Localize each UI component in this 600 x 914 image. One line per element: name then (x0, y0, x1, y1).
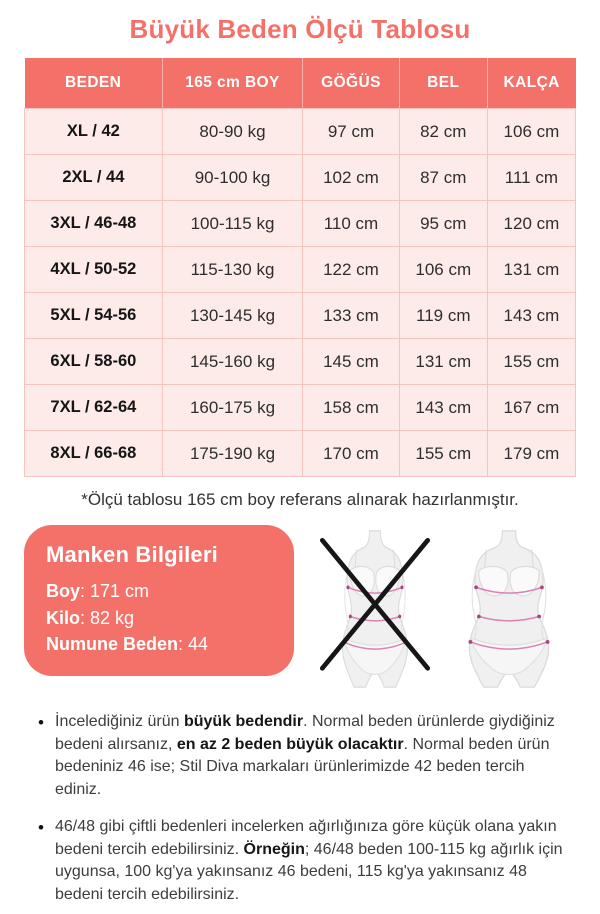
slim-body-figure (315, 529, 435, 689)
page-title: Büyük Beden Ölçü Tablosu (129, 14, 471, 44)
info-bullet-item: İncelediğiniz ürün büyük bedendir. Norma… (38, 711, 572, 802)
table-cell: 106 cm (398, 246, 488, 293)
table-cell: 158 cm (302, 384, 400, 431)
model-info-row: Numune Beden: 44 (46, 634, 209, 655)
table-cell: 80-90 kg (161, 108, 304, 155)
table-cell: 2XL / 44 (24, 154, 163, 201)
model-info-label: Kilo (46, 607, 80, 628)
table-cell: 145-160 kg (161, 338, 304, 385)
table-cell: 160-175 kg (161, 384, 304, 431)
table-cell: 110 cm (302, 200, 400, 247)
table-cell: 130-145 kg (161, 292, 304, 339)
table-cell: 131 cm (398, 338, 488, 385)
table-cell: 87 cm (398, 154, 488, 201)
table-cell: 100-115 kg (161, 200, 304, 247)
table-cell: 7XL / 62-64 (24, 384, 163, 431)
table-cell: 5XL / 54-56 (24, 292, 163, 339)
size-table-header-row: BEDEN 165 cm BOY GÖĞÜS BEL KALÇA (24, 58, 576, 109)
table-cell: 102 cm (302, 154, 400, 201)
table-row: 7XL / 62-64 160-175 kg 158 cm 143 cm 167 cm (24, 384, 577, 431)
table-cell: 131 cm (486, 246, 577, 293)
table-cell: 111 cm (486, 154, 577, 201)
table-cell: 167 cm (486, 384, 577, 431)
table-row: 4XL / 50-52 115-130 kg 122 cm 106 cm 131 cm (24, 246, 577, 293)
size-table-header-cell: BEDEN (24, 58, 163, 109)
model-info-rows: Boy: 171 cm Kilo: 82 kg Numune Beden: 44 (46, 578, 272, 658)
size-table-header-cell: GÖĞÜS (302, 58, 400, 109)
info-bullets: İncelediğiniz ürün büyük bedendir. Norma… (38, 711, 572, 907)
table-row: 3XL / 46-48 100-115 kg 110 cm 95 cm 120 cm (24, 200, 577, 247)
table-cell: 90-100 kg (161, 154, 304, 201)
table-cell: 6XL / 58-60 (24, 338, 163, 385)
table-cell: 120 cm (486, 200, 577, 247)
table-cell: 179 cm (486, 430, 577, 477)
table-cell: 143 cm (486, 292, 577, 339)
table-row: 8XL / 66-68 175-190 kg 170 cm 155 cm 179 cm (24, 430, 577, 477)
model-info-row: Kilo: 82 kg (46, 607, 135, 628)
table-row: 5XL / 54-56 130-145 kg 133 cm 119 cm 143 cm (24, 292, 577, 339)
model-info-card: Manken Bilgileri Boy: 171 cm Kilo: 82 kg N… (24, 525, 294, 676)
table-cell: 155 cm (486, 338, 577, 385)
size-table: BEDEN 165 cm BOY GÖĞÜS BEL KALÇA XL / 42 80-9… (24, 58, 577, 477)
table-row: XL / 42 80-90 kg 97 cm 82 cm 106 cm (24, 108, 577, 155)
size-table-body: XL / 42 80-90 kg 97 cm 82 cm 106 cm 2XL / 44 9… (24, 108, 577, 477)
plus-size-body-figure (449, 529, 569, 689)
model-info-label: Boy (46, 581, 81, 601)
table-cell: 3XL / 46-48 (24, 200, 163, 247)
table-cell: 143 cm (398, 384, 488, 431)
cross-out-x-icon (319, 537, 431, 671)
table-row: 6XL / 58-60 145-160 kg 145 cm 131 cm 155 cm (24, 338, 577, 385)
table-cell: 122 cm (302, 246, 400, 293)
table-cell: 82 cm (398, 108, 488, 155)
size-table-header-cell: KALÇA (487, 58, 576, 109)
model-info-title: Manken Bilgileri (46, 542, 218, 567)
model-info-row: Boy: 171 cm (46, 581, 150, 601)
table-cell: 170 cm (302, 430, 400, 477)
table-cell: 115-130 kg (161, 246, 304, 293)
table-row: 2XL / 44 90-100 kg 102 cm 87 cm 111 cm (24, 154, 577, 201)
table-cell: 119 cm (398, 292, 488, 339)
table-cell: 145 cm (302, 338, 400, 385)
info-bullet-item: 46/48 gibi çiftli bedenleri incelerken a… (38, 816, 572, 907)
model-info-label: Numune Beden (46, 634, 179, 655)
table-cell: 4XL / 50-52 (24, 246, 163, 293)
table-cell: 97 cm (302, 108, 400, 155)
table-cell: 106 cm (486, 108, 577, 155)
table-cell: 95 cm (398, 200, 488, 247)
table-cell: 175-190 kg (161, 430, 304, 477)
table-cell: XL / 42 (24, 108, 163, 155)
table-cell: 133 cm (302, 292, 400, 339)
figures (308, 525, 576, 689)
table-footnote: *Ölçü tablosu 165 cm boy referans alınar… (81, 490, 519, 509)
table-cell: 8XL / 66-68 (24, 430, 163, 477)
size-table-header-cell: BEL (399, 58, 488, 109)
table-cell: 155 cm (398, 430, 488, 477)
size-table-header-cell: 165 cm BOY (162, 58, 304, 109)
size-guide-page: Büyük Beden Ölçü Tablosu BEDEN 165 cm BOY… (0, 14, 600, 907)
model-section: Manken Bilgileri Boy: 171 cm Kilo: 82 kg N… (0, 525, 600, 691)
